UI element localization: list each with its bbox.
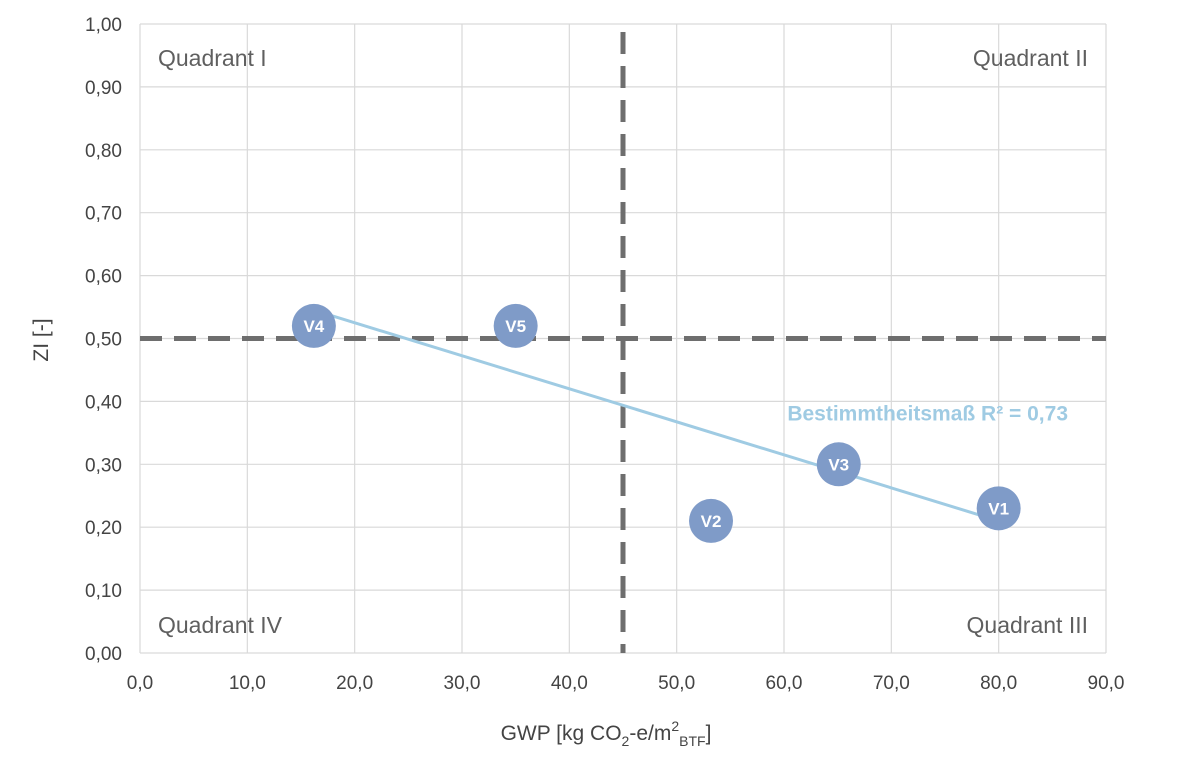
- y-tick-label: 1,00: [85, 15, 122, 36]
- x-tick-label: 80,0: [980, 673, 1017, 694]
- x-tick-label: 30,0: [444, 673, 481, 694]
- y-tick-label: 0,10: [85, 581, 122, 602]
- x-tick-label: 20,0: [336, 673, 373, 694]
- x-tick-label: 60,0: [766, 673, 803, 694]
- x-tick-label: 90,0: [1088, 673, 1125, 694]
- quadrant-labels: Quadrant I Quadrant II Quadrant III Quadran…: [158, 45, 1088, 638]
- y-axis-title: ZI [-]: [30, 318, 53, 361]
- x-tick-label: 70,0: [873, 673, 910, 694]
- y-tick-label: 0,20: [85, 518, 122, 539]
- trendline-group: Bestimmtheitsmaß R² = 0,73: [313, 308, 1068, 523]
- quadrant-label-top-left: Quadrant I: [158, 45, 267, 71]
- data-point: [689, 498, 734, 543]
- data-point-label: V4: [303, 317, 324, 336]
- data-point-label: V5: [505, 317, 526, 336]
- x-tick-label: 0,0: [127, 673, 153, 694]
- x-axis-title: GWP [kg CO2-e/m2BTF]: [501, 718, 712, 749]
- data-point: [976, 486, 1021, 531]
- y-tick-label: 0,60: [85, 267, 122, 288]
- quadrant-label-bottom-left: Quadrant IV: [158, 612, 283, 638]
- x-tick-label: 10,0: [229, 673, 266, 694]
- y-axis-ticks: 0,00 0,10 0,20 0,30 0,40 0,50 0,60 0,70 0,80 0,90…: [85, 15, 122, 665]
- y-tick-label: 0,00: [85, 644, 122, 665]
- data-point: [493, 303, 538, 348]
- data-point-label: V2: [701, 512, 722, 531]
- data-point-label: V3: [828, 455, 849, 474]
- quadrant-threshold-lines: [140, 32, 1106, 653]
- y-tick-label: 0,30: [85, 455, 122, 476]
- y-tick-label: 0,90: [85, 78, 122, 99]
- x-axis-ticks: 0,0 10,0 20,0 30,0 40,0 50,0 60,0 70,0 80,0 90,0: [127, 673, 1125, 694]
- y-tick-label: 0,40: [85, 392, 122, 413]
- r-squared-label: Bestimmtheitsmaß R² = 0,73: [787, 402, 1068, 425]
- data-point-label: V1: [988, 499, 1009, 518]
- y-tick-label: 0,70: [85, 204, 122, 225]
- x-tick-label: 50,0: [658, 673, 695, 694]
- data-point: [816, 442, 861, 487]
- quadrant-label-top-right: Quadrant II: [973, 45, 1088, 71]
- y-tick-label: 0,80: [85, 141, 122, 162]
- trendline: [313, 308, 1000, 523]
- y-tick-label: 0,50: [85, 330, 122, 351]
- data-points: V1 V2 V3 V4 V5: [291, 303, 1021, 543]
- data-point: [291, 303, 336, 348]
- x-tick-label: 40,0: [551, 673, 588, 694]
- quadrant-label-bottom-right: Quadrant III: [967, 612, 1088, 638]
